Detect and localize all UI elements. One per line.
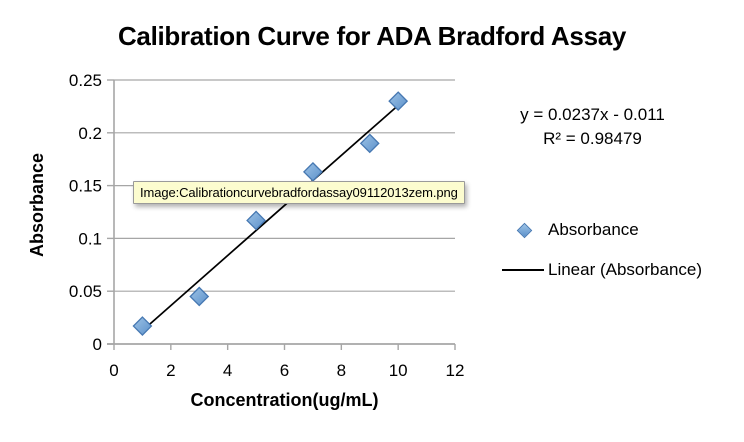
legend-item-linear: Linear (Absorbance): [500, 256, 702, 284]
y-tick-label: 0.15: [69, 177, 102, 196]
data-point: [246, 210, 267, 231]
trendline: [141, 100, 403, 332]
trendline-equation: y = 0.0237x - 0.011 R² = 0.98479: [480, 103, 705, 151]
data-point: [302, 161, 323, 182]
x-tick-label: 4: [223, 361, 232, 380]
x-tick-label: 0: [109, 361, 118, 380]
data-point: [359, 133, 380, 154]
y-tick-label: 0: [93, 335, 102, 354]
y-axis-title: Absorbance: [27, 152, 47, 258]
x-tick-label: 10: [389, 361, 408, 380]
y-tick-label: 0.2: [78, 124, 102, 143]
y-tick-label: 0.1: [78, 229, 102, 248]
x-tick-label: 2: [166, 361, 175, 380]
legend-item-absorbance: Absorbance: [500, 216, 702, 244]
x-tick-label: 8: [337, 361, 346, 380]
diamond-marker-icon: [516, 222, 532, 238]
trendline-icon: [502, 269, 544, 271]
x-axis-title: Concentration(ug/mL): [190, 390, 379, 410]
x-tick-label: 6: [280, 361, 289, 380]
data-point: [189, 286, 210, 307]
legend-marker-box: [500, 222, 548, 238]
data-point: [132, 316, 153, 336]
legend-item-label: Linear (Absorbance): [548, 260, 703, 279]
legend-item-label: Absorbance: [548, 220, 639, 239]
x-tick-label: 12: [446, 361, 465, 380]
r-squared-line: R² = 0.98479: [543, 129, 642, 148]
legend: Absorbance Linear (Absorbance): [500, 216, 702, 284]
chart-title: Calibration Curve for ADA Bradford Assay: [117, 21, 627, 51]
data-point: [388, 91, 409, 112]
equation-line: y = 0.0237x - 0.011: [520, 105, 665, 124]
y-tick-label: 0.05: [69, 282, 102, 301]
y-tick-label: 0.25: [69, 71, 102, 90]
image-filename-tooltip: Image:Calibrationcurvebradfordassay09112…: [133, 181, 465, 204]
